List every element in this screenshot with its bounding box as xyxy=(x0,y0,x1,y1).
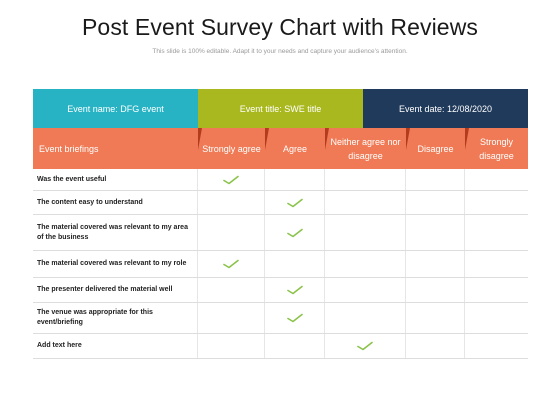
event-date-cell: Event date: 12/08/2020 xyxy=(363,89,528,128)
check-mark-icon xyxy=(286,313,303,323)
rating-cell xyxy=(406,251,465,277)
rating-cell xyxy=(406,191,465,214)
rating-cell xyxy=(325,191,406,214)
rating-cell xyxy=(465,278,528,302)
row-label: The content easy to understand xyxy=(33,191,198,214)
table-row: The presenter delivered the material wel… xyxy=(33,278,528,303)
table-row: The material covered was relevant to my … xyxy=(33,215,528,251)
event-info-band: Event name: DFG event Event title: SWE t… xyxy=(33,89,528,128)
row-label: Add text here xyxy=(33,334,198,358)
rating-cell xyxy=(265,169,325,190)
header-fold-shape xyxy=(198,128,202,150)
rating-cell xyxy=(325,334,406,358)
rating-cell xyxy=(198,278,265,302)
rating-cell xyxy=(198,169,265,190)
table-body: Was the event useful The content easy to … xyxy=(33,169,528,359)
rating-cell xyxy=(325,303,406,333)
rating-cell xyxy=(325,278,406,302)
rating-cell xyxy=(198,191,265,214)
table-row: The material covered was relevant to my … xyxy=(33,251,528,278)
rating-cell xyxy=(265,334,325,358)
rating-cell xyxy=(325,251,406,277)
page-title: Post Event Survey Chart with Reviews xyxy=(81,14,479,40)
column-header-label: Event briefings xyxy=(39,143,99,154)
event-title-cell: Event title: SWE title xyxy=(198,89,363,128)
rating-cell xyxy=(406,278,465,302)
rating-cell xyxy=(465,251,528,277)
rating-cell xyxy=(465,169,528,190)
table-row: Add text here xyxy=(33,334,528,359)
row-label: The venue was appropriate for this event… xyxy=(33,303,198,333)
rating-cell xyxy=(265,251,325,277)
rating-cell xyxy=(406,334,465,358)
check-mark-icon xyxy=(286,198,303,207)
header-fold-shape xyxy=(265,128,269,150)
rating-cell xyxy=(265,215,325,250)
check-mark-icon xyxy=(286,285,303,295)
event-name-cell: Event name: DFG event xyxy=(33,89,198,128)
row-label: The material covered was relevant to my … xyxy=(33,215,198,250)
column-header-strongly-agree: Strongly agree xyxy=(198,128,265,169)
rating-cell xyxy=(325,215,406,250)
rating-cell xyxy=(198,303,265,333)
row-label: Was the event useful xyxy=(33,169,198,190)
rating-cell xyxy=(465,215,528,250)
column-header-label: Strongly agree xyxy=(202,143,261,154)
check-mark-icon xyxy=(286,228,303,237)
rating-cell xyxy=(265,191,325,214)
column-header-neither: Neither agree nor disagree xyxy=(325,128,406,169)
column-header-label: Strongly disagree xyxy=(479,136,514,161)
page-subtitle: This slide is 100% editable. Adapt it to… xyxy=(152,48,408,55)
check-mark-icon xyxy=(223,259,239,269)
header-fold-shape xyxy=(325,128,329,150)
rating-cell xyxy=(265,278,325,302)
rating-cell xyxy=(465,334,528,358)
column-header-label: Agree xyxy=(282,143,308,154)
table-row: The content easy to understand xyxy=(33,191,528,215)
table-row: The venue was appropriate for this event… xyxy=(33,303,528,334)
table-header: Event briefings Strongly agree Agree Nei… xyxy=(33,128,528,169)
column-header-label: Neither agree nor disagree xyxy=(330,136,401,161)
rating-cell xyxy=(465,303,528,333)
rating-cell xyxy=(406,303,465,333)
check-mark-icon xyxy=(223,175,239,184)
column-header-label: Disagree xyxy=(417,143,454,154)
column-header-disagree: Disagree xyxy=(406,128,465,169)
column-header-agree: Agree xyxy=(265,128,325,169)
rating-cell xyxy=(325,169,406,190)
table-row: Was the event useful xyxy=(33,169,528,191)
header-fold-shape xyxy=(465,128,469,150)
rating-cell xyxy=(406,169,465,190)
header-fold-shape xyxy=(406,128,410,150)
check-mark-icon xyxy=(357,341,373,351)
rating-cell xyxy=(198,215,265,250)
row-label: The material covered was relevant to my … xyxy=(33,251,198,277)
column-header-briefings: Event briefings xyxy=(33,128,198,169)
survey-table: Event name: DFG event Event title: SWE t… xyxy=(33,89,528,359)
column-header-strongly-disagree: Strongly disagree xyxy=(465,128,528,169)
rating-cell xyxy=(265,303,325,333)
rating-cell xyxy=(406,215,465,250)
rating-cell xyxy=(465,191,528,214)
rating-cell xyxy=(198,251,265,277)
rating-cell xyxy=(198,334,265,358)
row-label: The presenter delivered the material wel… xyxy=(33,278,198,302)
